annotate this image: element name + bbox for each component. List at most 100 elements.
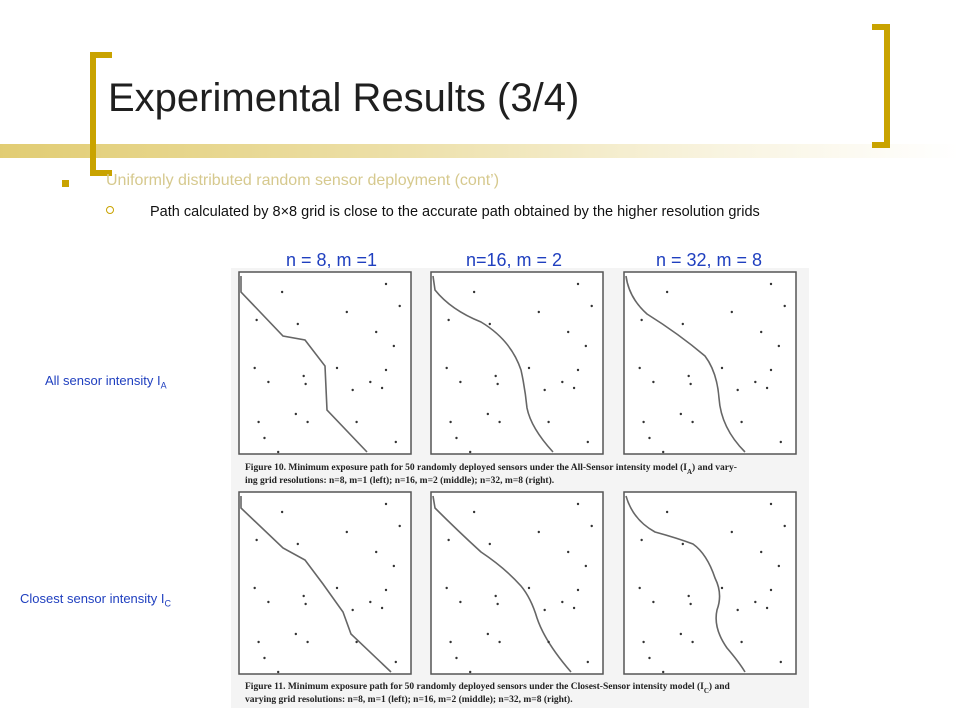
- plot-panel-closest-n8: [238, 491, 412, 675]
- sensor-dot: [586, 660, 589, 664]
- sensor-dot: [445, 586, 448, 590]
- sensor-dot: [527, 366, 531, 370]
- sensor-dot: [547, 640, 550, 644]
- sensor-dot: [769, 368, 773, 372]
- sensor-dot: [638, 366, 641, 370]
- fig10-caption-line1-end: ) and vary-: [692, 462, 737, 473]
- plot-panel-closest-n32: [623, 491, 797, 675]
- sensor-dot: [488, 322, 491, 326]
- sensor-dot: [369, 600, 372, 604]
- sensor-dot: [720, 586, 724, 590]
- sensor-dot: [576, 502, 580, 506]
- sensor-dot: [294, 632, 298, 636]
- sensor-dot: [277, 450, 280, 454]
- sensor-dot: [783, 304, 786, 308]
- sensor-dot: [472, 290, 476, 294]
- sensor-dot: [760, 550, 763, 554]
- sensor-dot: [345, 310, 348, 314]
- sensor-dot: [730, 310, 733, 314]
- sensor-dot: [267, 380, 270, 384]
- sensor-dot: [384, 282, 388, 286]
- sensor-dot: [537, 530, 540, 534]
- sensor-dot: [445, 366, 448, 370]
- sensor-dot: [561, 600, 564, 604]
- sensor-dot: [662, 450, 665, 454]
- sensor-dot: [561, 380, 564, 384]
- column-label-n8: n = 8, m =1: [286, 250, 378, 270]
- row-label-all-sensor: All sensor intensity IA: [45, 373, 167, 391]
- sensor-dot: [665, 510, 669, 514]
- sensor-dot: [760, 330, 763, 334]
- sensor-dot: [769, 588, 773, 592]
- sensor-dot: [679, 632, 683, 636]
- sensor-dot: [263, 656, 266, 660]
- sensor-dot: [469, 670, 472, 674]
- sensor-dot: [380, 386, 384, 390]
- sensor-dot: [447, 318, 450, 322]
- sensor-dot: [638, 586, 641, 590]
- sensor-dot: [375, 550, 378, 554]
- sensor-dot: [777, 564, 781, 568]
- sensor-dot: [537, 310, 540, 314]
- title-rule: [0, 144, 960, 158]
- row-label-closest-sensor: Closest sensor intensity IC: [20, 591, 171, 609]
- sensor-dot: [304, 382, 307, 386]
- sensor-dot: [294, 412, 298, 416]
- sensor-dot: [691, 420, 694, 424]
- sensor-dot: [665, 290, 669, 294]
- sensor-dot: [689, 602, 692, 606]
- row-label-all-sensor-text: All sensor intensity I: [45, 373, 161, 388]
- sensor-dot: [681, 542, 684, 546]
- fig11-caption-line2: varying grid resolutions: n=8, m=1 (left…: [245, 694, 573, 705]
- column-label-n32: n = 32, m = 8: [656, 250, 763, 270]
- slide-title: Experimental Results (3/4): [108, 76, 580, 120]
- plot-panel-all-n32: [623, 271, 797, 455]
- sensor-dot: [754, 600, 757, 604]
- row-label-closest-sensor-text: Closest sensor intensity I: [20, 591, 165, 606]
- sensor-dot: [267, 600, 270, 604]
- sensor-dot: [394, 440, 397, 444]
- sensor-dot: [687, 594, 690, 598]
- sensor-dot: [648, 436, 651, 440]
- sensor-dot: [572, 386, 576, 390]
- sensor-dot: [384, 588, 388, 592]
- sensor-dot: [496, 602, 499, 606]
- fig11-caption-line1-end: ) and: [709, 681, 731, 692]
- svg-text:Figure 11. Minimum exposure pa: Figure 11. Minimum exposure path for 50 …: [245, 681, 730, 695]
- sensor-dot: [280, 510, 284, 514]
- sensor-dot: [384, 368, 388, 372]
- svg-text:Figure 10. Minimum exposure pa: Figure 10. Minimum exposure path for 50 …: [245, 462, 737, 476]
- sensor-dot: [302, 374, 305, 378]
- sensor-dot: [488, 542, 491, 546]
- sensor-dot: [765, 386, 769, 390]
- sensor-dot: [736, 388, 739, 392]
- bullet-level1-text: Uniformly distributed random sensor depl…: [106, 172, 500, 189]
- sensor-dot: [691, 640, 694, 644]
- column-label-n16: n=16, m = 2: [466, 250, 563, 270]
- plot-panel-closest-n16: [430, 491, 604, 675]
- sensor-dot: [486, 412, 490, 416]
- sensor-dot: [472, 510, 476, 514]
- sensor-dot: [652, 600, 655, 604]
- sensor-dot: [740, 420, 743, 424]
- sensor-dot: [306, 420, 309, 424]
- sensor-dot: [730, 530, 733, 534]
- row-label-all-sensor-sub: A: [160, 380, 167, 391]
- sensor-dot: [576, 588, 580, 592]
- sensor-dot: [394, 660, 397, 664]
- sensor-dot: [681, 322, 684, 326]
- sensor-dot: [398, 304, 401, 308]
- sensor-dot: [652, 380, 655, 384]
- sensor-dot: [567, 330, 570, 334]
- sensor-dot: [642, 420, 645, 424]
- fig10-caption-line1: Figure 10. Minimum exposure path for 50 …: [245, 462, 687, 473]
- plot-panel-all-n16: [430, 271, 604, 455]
- sensor-dot: [255, 318, 258, 322]
- sensor-dot: [486, 632, 490, 636]
- sensor-dot: [455, 436, 458, 440]
- sensor-dot: [263, 436, 266, 440]
- sensor-dot: [783, 524, 786, 528]
- square-bullet-icon: [62, 180, 69, 187]
- sensor-dot: [459, 380, 462, 384]
- sensor-dot: [494, 594, 497, 598]
